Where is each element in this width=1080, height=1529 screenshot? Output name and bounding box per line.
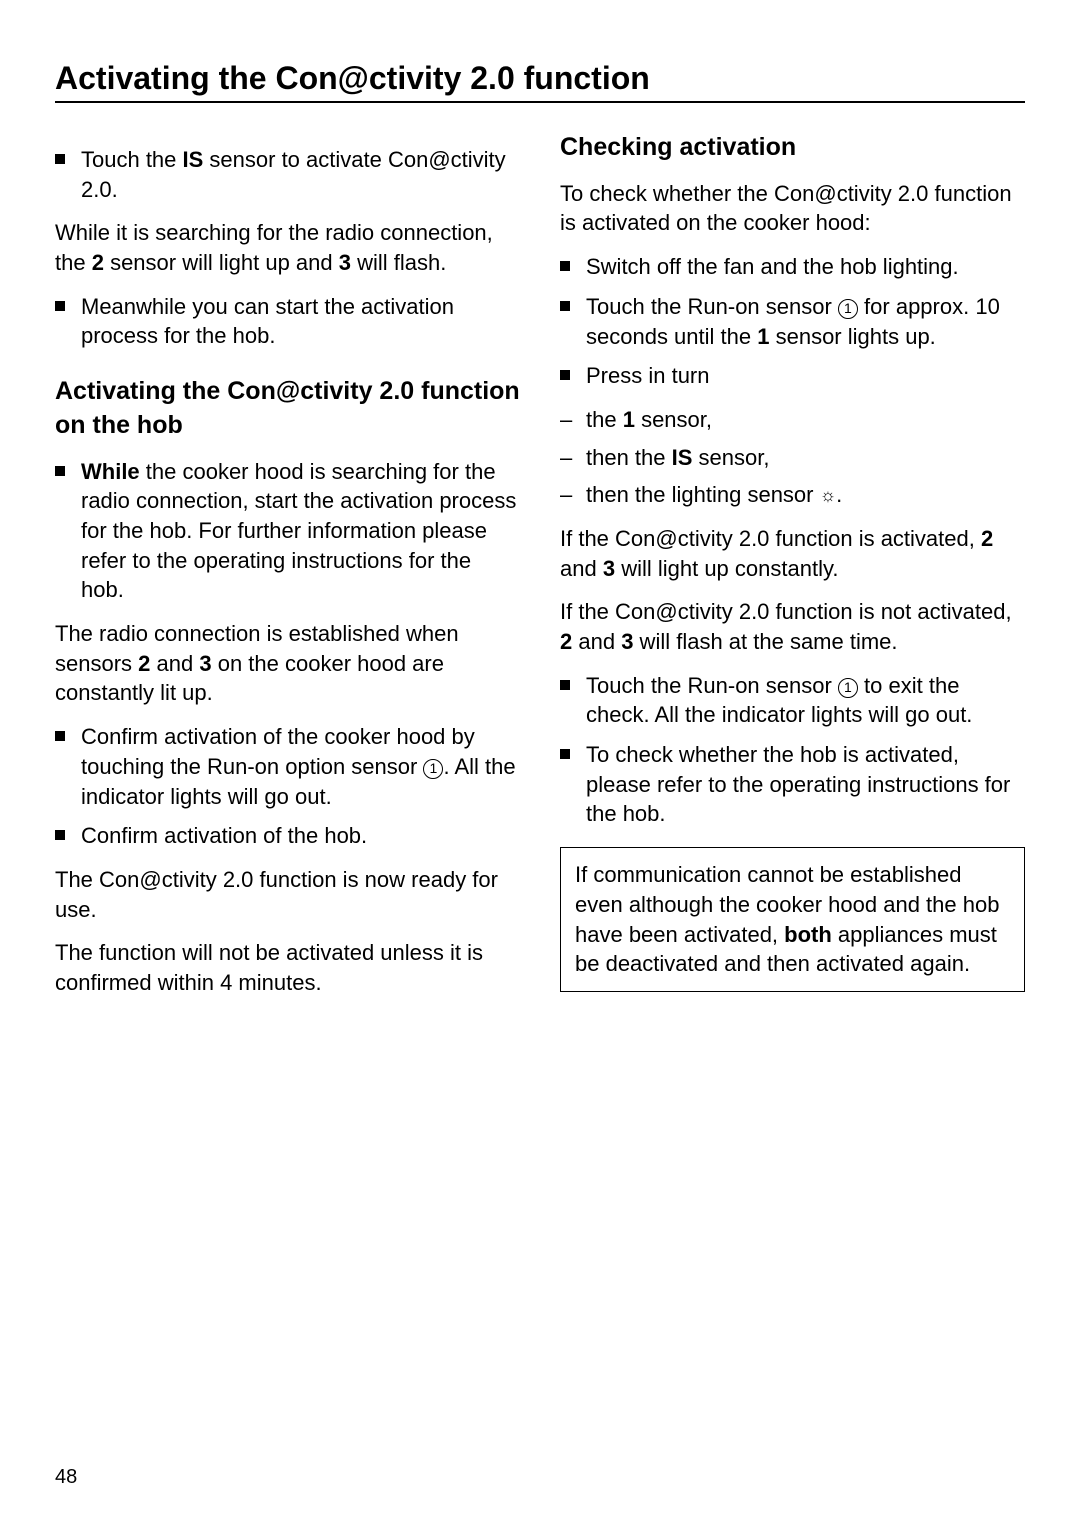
list-item: then the IS sensor, <box>560 443 1025 473</box>
list-item: Confirm activation of the hob. <box>55 821 520 851</box>
bold-text: IS <box>672 445 693 470</box>
bold-text: 1 <box>757 324 769 349</box>
text: then the <box>586 445 672 470</box>
list-left-1: Touch the IS sensor to activate Con@ctiv… <box>55 145 520 204</box>
paragraph: The Con@ctivity 2.0 function is now read… <box>55 865 520 924</box>
list-item: Confirm activation of the cooker hood by… <box>55 722 520 811</box>
list-left-3: While the cooker hood is searching for t… <box>55 457 520 605</box>
note-box: If communication cannot be established e… <box>560 847 1025 992</box>
bold-text: 2 <box>92 250 104 275</box>
page-number: 48 <box>55 1466 77 1489</box>
text: sensor lights up. <box>769 324 935 349</box>
list-left-4: Confirm activation of the cooker hood by… <box>55 722 520 851</box>
columns: Touch the IS sensor to activate Con@ctiv… <box>55 131 1025 1012</box>
bold-text: IS <box>183 147 204 172</box>
paragraph: The function will not be activated unles… <box>55 938 520 997</box>
bold-text: 3 <box>339 250 351 275</box>
paragraph: While it is searching for the radio conn… <box>55 218 520 277</box>
left-column: Touch the IS sensor to activate Con@ctiv… <box>55 131 520 1012</box>
circled-icon: 1 <box>838 678 858 698</box>
paragraph: The radio connection is established when… <box>55 619 520 708</box>
text: then the lighting sensor <box>586 482 820 507</box>
text: and <box>572 629 621 654</box>
list-item: Meanwhile you can start the activation p… <box>55 292 520 351</box>
right-column: Checking activation To check whether the… <box>560 131 1025 1012</box>
text: will light up constantly. <box>615 556 838 581</box>
text: Confirm activation of the cooker hood by… <box>81 724 475 779</box>
paragraph: If the Con@ctivity 2.0 function is activ… <box>560 524 1025 583</box>
page: Activating the Con@ctivity 2.0 function … <box>0 0 1080 1529</box>
text: and <box>560 556 603 581</box>
text: and <box>150 651 199 676</box>
text: sensor, <box>692 445 769 470</box>
text: the cooker hood is searching for the rad… <box>81 459 516 603</box>
bold-text: While <box>81 459 140 484</box>
bold-text: 3 <box>603 556 615 581</box>
text: the <box>586 407 623 432</box>
list-item: the 1 sensor, <box>560 405 1025 435</box>
bold-text: 3 <box>621 629 633 654</box>
paragraph: If the Con@ctivity 2.0 function is not a… <box>560 597 1025 656</box>
text: sensor will light up and <box>104 250 339 275</box>
light-icon: ☼ <box>820 485 837 505</box>
text: will flash at the same time. <box>633 629 897 654</box>
page-title: Activating the Con@ctivity 2.0 function <box>55 60 1025 103</box>
bold-text: 2 <box>981 526 993 551</box>
text: Touch the <box>81 147 183 172</box>
circled-icon: 1 <box>838 299 858 319</box>
paragraph: To check whether the Con@ctivity 2.0 fun… <box>560 179 1025 238</box>
dash-list: the 1 sensor, then the IS sensor, then t… <box>560 405 1025 510</box>
list-right-1: Switch off the fan and the hob lighting.… <box>560 252 1025 391</box>
text: If the Con@ctivity 2.0 function is not a… <box>560 599 1012 624</box>
section-heading: Checking activation <box>560 131 1025 165</box>
text: Touch the Run-on sensor <box>586 294 838 319</box>
list-left-2: Meanwhile you can start the activation p… <box>55 292 520 351</box>
list-item: Touch the Run-on sensor 1 for approx. 10… <box>560 292 1025 351</box>
list-item: Press in turn <box>560 361 1025 391</box>
list-item: Switch off the fan and the hob lighting. <box>560 252 1025 282</box>
section-heading: Activating the Con@ctivity 2.0 function … <box>55 375 520 443</box>
text: . <box>836 482 842 507</box>
bold-text: 2 <box>138 651 150 676</box>
list-item: Touch the Run-on sensor 1 to exit the ch… <box>560 671 1025 730</box>
bold-text: 1 <box>623 407 635 432</box>
bold-text: 2 <box>560 629 572 654</box>
list-item: then the lighting sensor ☼. <box>560 480 1025 510</box>
text: Touch the Run-on sensor <box>586 673 838 698</box>
bold-text: 3 <box>199 651 211 676</box>
list-item: While the cooker hood is searching for t… <box>55 457 520 605</box>
circled-icon: 1 <box>423 759 443 779</box>
list-right-2: Touch the Run-on sensor 1 to exit the ch… <box>560 671 1025 829</box>
text: sensor, <box>635 407 712 432</box>
text: If the Con@ctivity 2.0 function is activ… <box>560 526 981 551</box>
bold-text: both <box>784 922 832 947</box>
list-item: Touch the IS sensor to activate Con@ctiv… <box>55 145 520 204</box>
list-item: To check whether the hob is activated, p… <box>560 740 1025 829</box>
text: will flash. <box>351 250 446 275</box>
